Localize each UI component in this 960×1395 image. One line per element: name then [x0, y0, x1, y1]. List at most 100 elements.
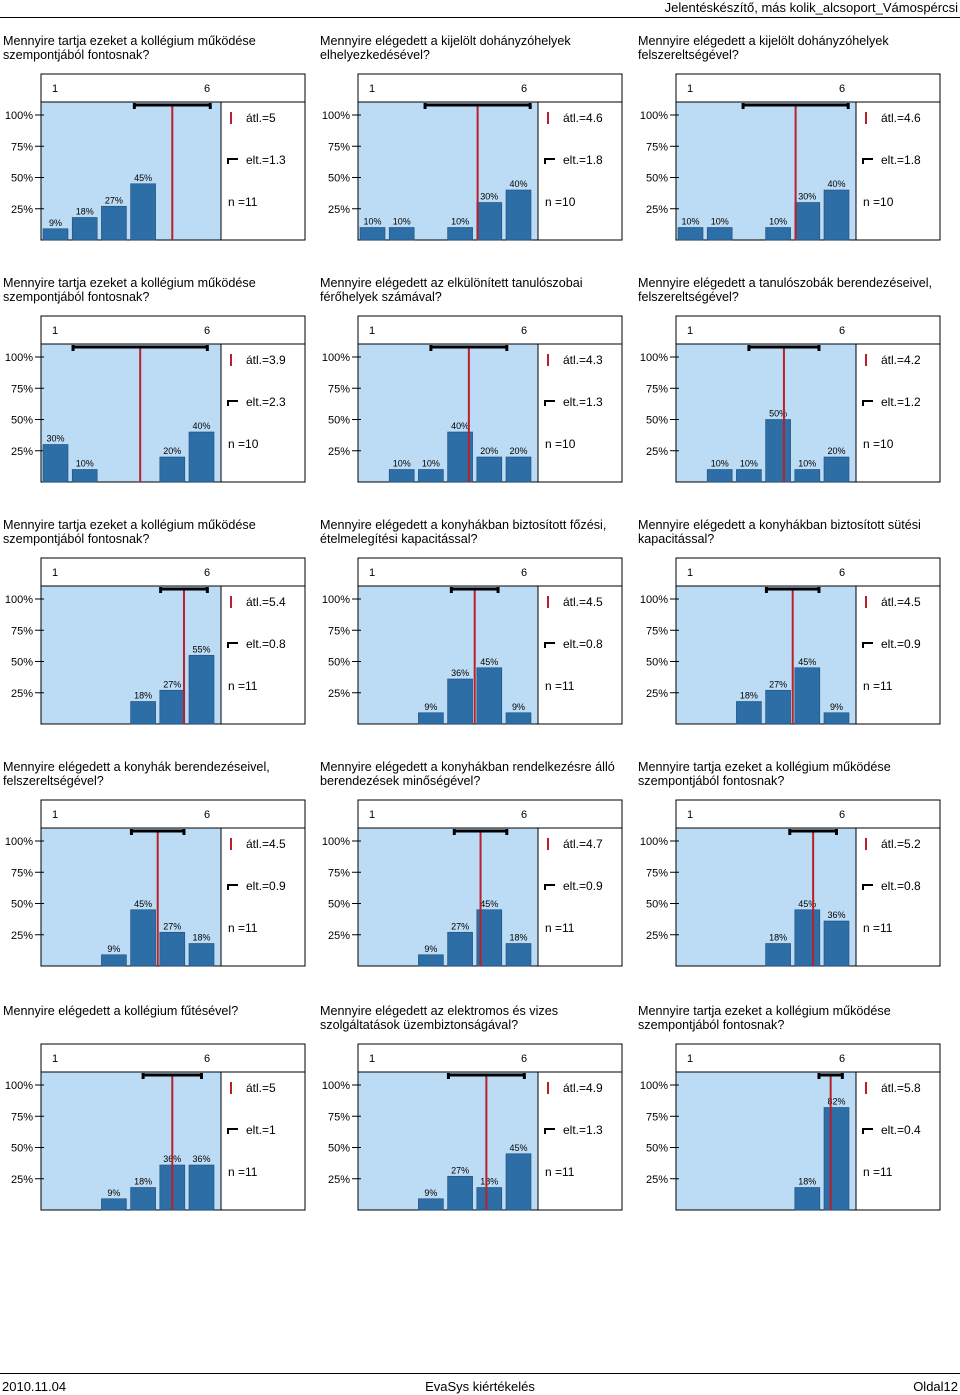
bar [823, 920, 850, 967]
scale-box [357, 557, 623, 587]
bar [188, 431, 215, 483]
y-axis-label: 25% [328, 204, 350, 216]
bar-value-label: 10% [76, 459, 94, 469]
scale-min-label: 1 [369, 1053, 375, 1065]
scale-max-label: 6 [521, 567, 527, 579]
bar [823, 712, 850, 725]
y-axis-label: 25% [646, 446, 668, 458]
question-text: Mennyire tartja ezeket a kollégium működ… [3, 518, 256, 546]
y-axis-label: 100% [322, 836, 350, 848]
y-axis-label: 75% [328, 867, 350, 879]
y-axis-label: 25% [646, 688, 668, 700]
mean-value: átl.=4.2 [881, 353, 921, 367]
y-axis-label: 50% [11, 1143, 33, 1155]
y-axis-label: 75% [646, 625, 668, 637]
bar-value-label: 40% [827, 179, 845, 189]
scale-min-label: 1 [369, 567, 375, 579]
bar-chart: 1 6 100% 75% 50% 25% 18% 27% 55% átl.=5.4 elt.=0.8… [5, 557, 306, 725]
bar-value-label: 27% [105, 195, 123, 205]
bar-value-label: 45% [509, 1143, 527, 1153]
std-value: elt.=1.8 [563, 153, 603, 167]
bar-value-label: 10% [740, 459, 758, 469]
y-axis-label: 50% [646, 415, 668, 427]
std-legend-icon [227, 884, 238, 890]
std-legend-icon [544, 1128, 555, 1134]
bar-value-label: 18% [76, 207, 94, 217]
bar-value-label: 36% [827, 910, 845, 920]
y-axis-label: 75% [11, 141, 33, 153]
mean-value: átl.=4.5 [881, 595, 921, 609]
respondent-count: n =11 [863, 921, 893, 935]
respondent-count: n =11 [545, 921, 575, 935]
mean-value: átl.=4.5 [563, 595, 603, 609]
std-legend-icon [227, 400, 238, 406]
bar-value-label: 36% [192, 1154, 210, 1164]
bar-value-label: 18% [798, 1177, 816, 1187]
scale-min-label: 1 [687, 809, 693, 821]
scale-min-label: 1 [687, 567, 693, 579]
std-value: elt.=0.9 [881, 637, 921, 651]
question-text: Mennyire tartja ezeket a kollégium működ… [3, 34, 256, 62]
std-value: elt.=0.8 [881, 879, 921, 893]
y-axis-label: 50% [646, 899, 668, 911]
y-axis-label: 100% [640, 352, 668, 364]
bar [447, 931, 473, 967]
bar-value-label: 18% [740, 691, 758, 701]
bar [447, 678, 473, 725]
question-text: Mennyire tartja ezeket a kollégium működ… [638, 1004, 891, 1032]
scale-box [40, 315, 306, 345]
scale-box [357, 1043, 623, 1073]
bar [188, 943, 215, 967]
mean-value: átl.=5.4 [246, 595, 286, 609]
y-axis-label: 25% [646, 1174, 668, 1186]
bar-value-label: 45% [480, 657, 498, 667]
bar [447, 227, 473, 241]
bar-value-label: 9% [424, 944, 437, 954]
mean-value: átl.=4.6 [881, 111, 921, 125]
question-text: Mennyire elégedett a konyhákban biztosít… [638, 518, 921, 546]
scale-box [675, 1043, 941, 1073]
question-text: Mennyire elégedett a kollégium fűtésével… [3, 1004, 239, 1018]
question-text: Mennyire elégedett a konyhák berendezése… [3, 760, 270, 788]
scale-min-label: 1 [369, 809, 375, 821]
y-axis-label: 75% [11, 625, 33, 637]
bar [765, 227, 791, 241]
bar-chart: 1 6 100% 75% 50% 25% 9% 27% 18% 45% átl.=4.9 elt.=1… [322, 1043, 623, 1211]
std-value: elt.=1 [246, 1123, 276, 1137]
bar [823, 189, 850, 241]
bar-value-label: 82% [827, 1097, 845, 1107]
bar-value-label: 10% [711, 459, 729, 469]
scale-min-label: 1 [687, 83, 693, 95]
std-legend-icon [862, 642, 873, 648]
bar-chart: 1 6 100% 75% 50% 25% 9% 45% 27% 18% átl.=4.5 elt.=0… [5, 799, 306, 967]
y-axis-label: 50% [646, 1143, 668, 1155]
y-axis-label: 25% [11, 1174, 33, 1186]
y-axis-label: 50% [11, 415, 33, 427]
bar [794, 202, 821, 241]
bar-value-label: 30% [46, 434, 64, 444]
bar-value-label: 18% [769, 933, 787, 943]
bar-value-label: 10% [422, 459, 440, 469]
y-axis-label: 25% [328, 1174, 350, 1186]
bar [101, 205, 127, 241]
bar [130, 909, 156, 967]
header-divider [0, 17, 960, 18]
bar [794, 667, 821, 725]
respondent-count: n =11 [863, 1165, 893, 1179]
y-axis-label: 25% [11, 930, 33, 942]
y-axis-label: 25% [328, 446, 350, 458]
bar [418, 469, 444, 483]
bar-value-label: 20% [827, 446, 845, 456]
bar [447, 1175, 473, 1211]
bar-value-label: 45% [798, 657, 816, 667]
bar [42, 444, 69, 483]
bar-value-label: 18% [480, 1177, 498, 1187]
y-axis-label: 100% [5, 110, 33, 122]
std-value: elt.=1.2 [881, 395, 921, 409]
respondent-count: n =11 [863, 679, 893, 693]
bar-value-label: 10% [769, 217, 787, 227]
bar [706, 469, 733, 483]
bar-chart: 1 6 100% 75% 50% 25% 10% 10% 10% 30% 40% átl.=4.6 el… [640, 73, 941, 241]
bar [476, 667, 503, 725]
mean-value: átl.=4.9 [563, 1081, 603, 1095]
